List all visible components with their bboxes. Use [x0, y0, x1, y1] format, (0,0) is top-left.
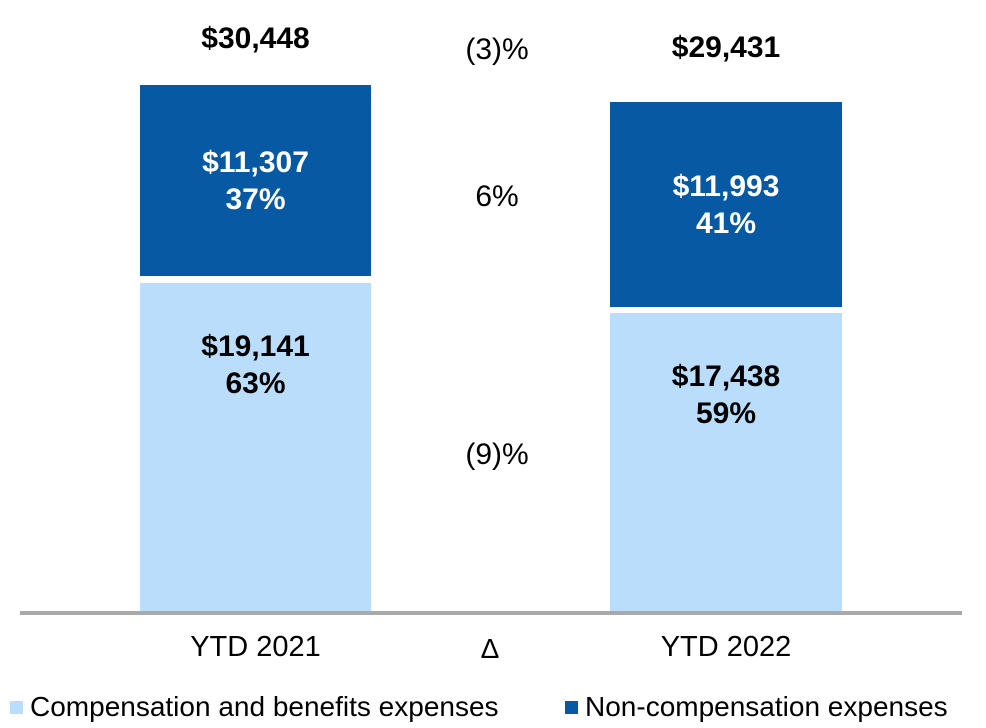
segment-pct-label: 41% — [695, 206, 757, 240]
legend-item-noncompensation[interactable]: Non-compensation expenses — [565, 691, 948, 722]
axis-label-ytd2021: YTD 2021 — [190, 631, 321, 663]
segment-value-label: $11,993 — [672, 169, 780, 203]
segment-pct-label: 37% — [225, 182, 286, 216]
delta-compensation-change: (9)% — [465, 438, 529, 471]
legend-label: Non-compensation expenses — [585, 691, 948, 722]
legend-item-compensation[interactable]: Compensation and benefits expenses — [10, 691, 499, 722]
segment-value-label: $11,307 — [202, 145, 309, 179]
total-label-ytd2021: $30,448 — [201, 22, 310, 55]
bar-ytd2021-compensation-segment[interactable]: $19,141 63% — [140, 283, 371, 611]
noncompensation-legend-swatch-icon — [565, 700, 578, 714]
bar-ytd2021-noncompensation-segment[interactable]: $11,307 37% — [140, 85, 371, 276]
segment-value-label: $19,141 — [201, 330, 310, 363]
segment-value-label: $17,438 — [671, 360, 781, 393]
total-label-ytd2022: $29,431 — [671, 31, 781, 64]
x-axis-line — [20, 611, 962, 615]
axis-label-ytd2022: YTD 2022 — [660, 631, 792, 663]
delta-noncompensation-change: 6% — [475, 180, 519, 213]
segment-pct-label: 59% — [695, 397, 757, 430]
bar-ytd2022-compensation-segment[interactable]: $17,438 59% — [610, 313, 842, 611]
legend-label: Compensation and benefits expenses — [30, 691, 499, 722]
bar-ytd2022-noncompensation-segment[interactable]: $11,993 41% — [610, 102, 842, 307]
segment-pct-label: 63% — [225, 367, 286, 400]
delta-total-change: (3)% — [465, 33, 529, 66]
compensation-legend-swatch-icon — [10, 700, 23, 714]
axis-label-delta: Δ — [480, 633, 500, 664]
